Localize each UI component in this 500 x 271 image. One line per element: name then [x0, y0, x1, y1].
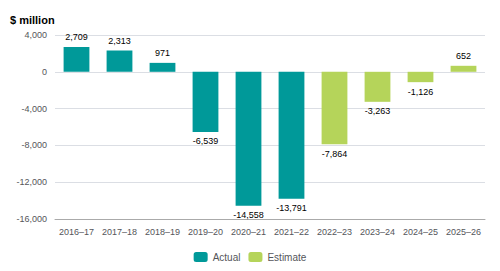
svg-text:-4,000: -4,000 [21, 104, 47, 114]
svg-text:-12,000: -12,000 [16, 177, 47, 187]
svg-text:971: 971 [155, 48, 170, 58]
svg-text:2017–18: 2017–18 [102, 227, 137, 237]
svg-text:2024–25: 2024–25 [403, 227, 438, 237]
svg-text:-7,864: -7,864 [322, 149, 348, 159]
svg-text:2016–17: 2016–17 [59, 227, 94, 237]
svg-text:2021–22: 2021–22 [274, 227, 309, 237]
svg-text:Estimate: Estimate [267, 252, 306, 263]
svg-text:-14,558: -14,558 [233, 210, 264, 220]
svg-text:2018–19: 2018–19 [145, 227, 180, 237]
svg-text:-13,791: -13,791 [276, 203, 307, 213]
svg-text:-8,000: -8,000 [21, 140, 47, 150]
svg-text:2,709: 2,709 [65, 32, 88, 42]
svg-text:2,313: 2,313 [108, 36, 131, 46]
svg-text:2022–23: 2022–23 [317, 227, 352, 237]
svg-text:-1,126: -1,126 [408, 87, 434, 97]
svg-text:2019–20: 2019–20 [188, 227, 223, 237]
svg-text:0: 0 [42, 67, 47, 77]
svg-text:$ million: $ million [10, 14, 55, 26]
svg-text:2020–21: 2020–21 [231, 227, 266, 237]
svg-text:-6,539: -6,539 [193, 136, 219, 146]
svg-text:2025–26: 2025–26 [446, 227, 481, 237]
svg-text:652: 652 [456, 51, 471, 61]
svg-text:-16,000: -16,000 [16, 214, 47, 224]
svg-text:-3,263: -3,263 [365, 106, 391, 116]
svg-text:2023–24: 2023–24 [360, 227, 395, 237]
svg-text:4,000: 4,000 [24, 30, 47, 40]
svg-text:Actual: Actual [213, 252, 241, 263]
